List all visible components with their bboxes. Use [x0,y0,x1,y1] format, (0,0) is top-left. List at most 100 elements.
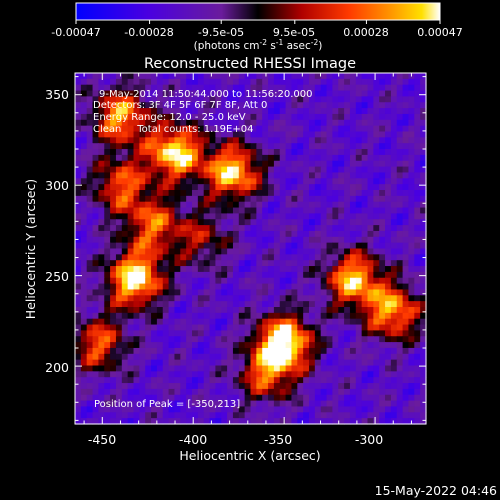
heatmap-cell [75,149,82,156]
heatmap-cell [221,96,228,103]
heatmap-cell [367,225,374,232]
heatmap-cell [414,383,421,390]
heatmap-cell [192,330,199,337]
heatmap-cell [151,318,158,326]
heatmap-cell [162,371,170,378]
heatmap-cell [168,406,176,413]
heatmap-cell [320,301,328,308]
heatmap-cell [338,324,345,331]
heatmap-cell [285,119,293,127]
heatmap-cell [110,242,117,250]
heatmap-cell [414,371,421,378]
heatmap-cell [273,219,281,226]
heatmap-cell [320,359,328,367]
heatmap-cell [262,412,269,419]
heatmap-cell [86,371,94,378]
heatmap-cell [121,347,129,355]
heatmap-cell [232,207,240,214]
heatmap-cell [221,160,228,168]
heatmap-cell [303,190,310,197]
heatmap-cell [379,353,386,361]
heatmap-cell [192,365,199,372]
heatmap-cell [115,160,123,168]
heatmap-cell [156,365,164,372]
heatmap-cell [156,178,164,185]
heatmap-cell [402,277,410,285]
heatmap-cell [285,336,293,343]
heatmap-cell [203,283,211,291]
heatmap-cell [145,342,152,349]
heatmap-cell [262,166,269,174]
heatmap-cell [408,254,415,261]
heatmap-cell [221,365,228,372]
heatmap-cell [250,119,257,127]
heatmap-cell [250,242,257,250]
heatmap-cell [408,125,415,133]
heatmap-cell [268,283,275,291]
heatmap-cell [279,73,287,80]
heatmap-cell [203,207,211,214]
heatmap-cell [408,242,415,250]
heatmap-cell [75,318,82,326]
heatmap-cell [221,330,228,337]
heatmap-cell [291,248,298,255]
heatmap-cell [344,260,351,267]
heatmap-cell [186,154,193,162]
heatmap-cell [344,154,351,162]
heatmap-cell [320,377,328,384]
heatmap-cell [373,149,380,156]
heatmap-cell [273,283,281,291]
heatmap-cell [221,166,228,174]
heatmap-cell [168,277,176,285]
heatmap-cell [414,248,421,255]
heatmap-cell [162,90,170,97]
heatmap-cell [110,277,117,285]
heatmap-cell [414,377,421,384]
heatmap-cell [314,359,322,367]
heatmap-cell [355,195,363,203]
heatmap-cell [279,312,287,320]
heatmap-cell [420,318,427,326]
heatmap-cell [203,406,211,413]
heatmap-cell [192,178,199,185]
heatmap-cell [250,248,257,255]
heatmap-cell [186,149,193,156]
heatmap-cell [285,102,293,109]
heatmap-cell [367,295,374,302]
heatmap-cell [197,178,205,185]
heatmap-cell [361,312,369,320]
heatmap-cell [238,248,246,255]
heatmap-cell [80,400,88,408]
heatmap-cell [133,271,140,279]
heatmap-cell [402,149,410,156]
heatmap-cell [291,266,298,273]
heatmap-cell [186,219,193,226]
heatmap-cell [139,295,146,302]
heatmap-cell [320,289,328,296]
heatmap-cell [145,195,152,203]
heatmap-cell [361,388,369,396]
heatmap-cell [186,324,193,331]
heatmap-cell [110,137,117,144]
heatmap-cell [238,353,246,361]
heatmap-cell [250,219,257,226]
heatmap-cell [291,149,298,156]
heatmap-cell [402,289,410,296]
heatmap-cell [408,131,415,138]
heatmap-cell [338,90,345,97]
colorbar-tick-label: -9.5e-05 [198,26,244,39]
heatmap-cell [303,295,310,302]
heatmap-cell [244,336,252,343]
heatmap-cell [80,143,88,150]
heatmap-cell [227,336,234,343]
heatmap-cell [314,154,322,162]
heatmap-cell [349,96,357,103]
heatmap-cell [227,166,234,174]
heatmap-cell [320,254,328,261]
heatmap-cell [402,108,410,115]
heatmap-cell [92,143,99,150]
x-tick-label: -350 [264,432,292,447]
heatmap-cell [396,78,404,86]
heatmap-cell [344,271,351,279]
heatmap-cell [420,412,427,419]
